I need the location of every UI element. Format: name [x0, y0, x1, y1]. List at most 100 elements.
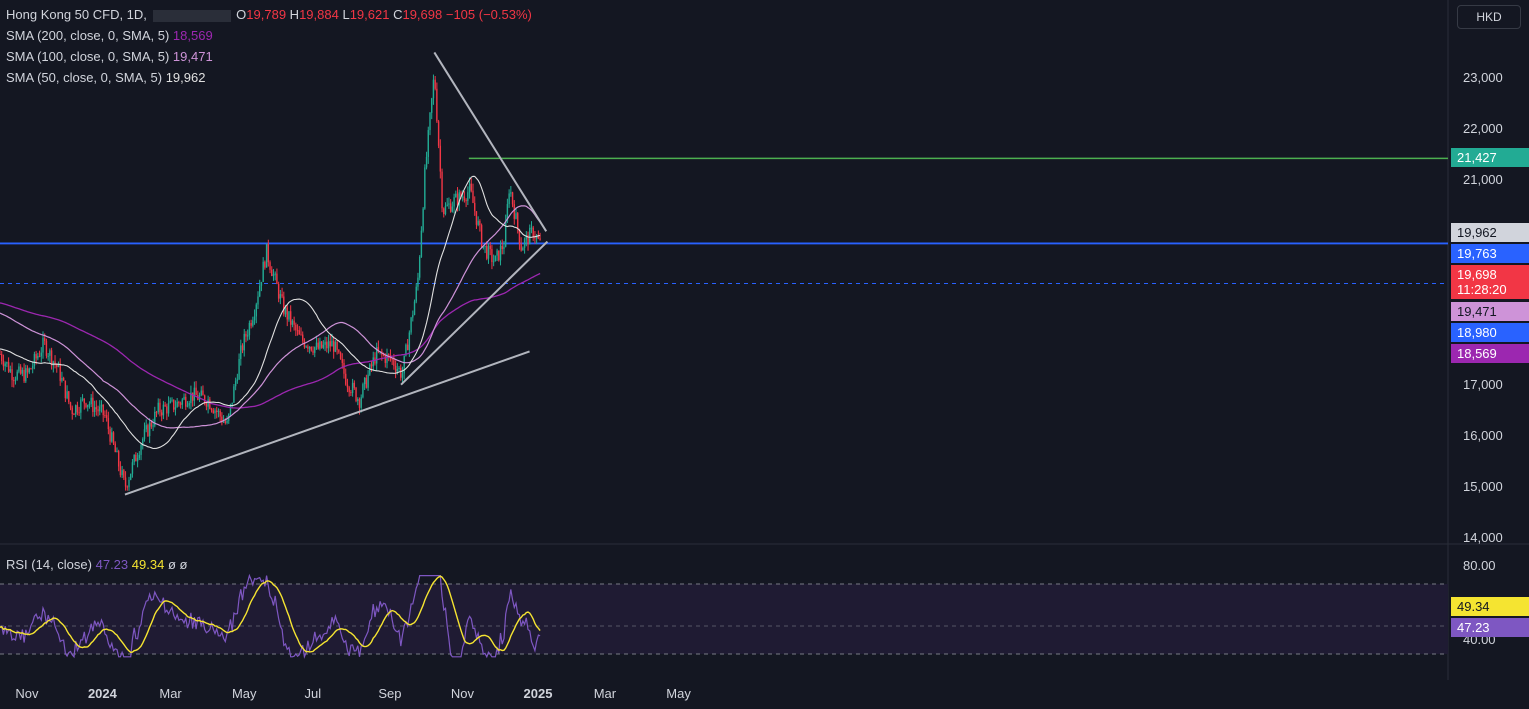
candle-body — [406, 344, 409, 351]
candle-body — [312, 350, 314, 353]
candle-body — [413, 301, 416, 315]
rsi-legend[interactable]: RSI (14, close) 47.23 49.34 ø ø — [6, 557, 187, 572]
candle-body — [408, 332, 411, 351]
candle-body — [386, 354, 388, 363]
candle-body — [269, 262, 271, 270]
symbol-title[interactable]: Hong Kong 50 CFD, 1D, — [6, 7, 147, 22]
candle-body — [501, 245, 503, 249]
candle-body — [265, 243, 268, 268]
candle-body — [2, 360, 5, 367]
candle-body — [300, 334, 302, 336]
sma200-value: 18,569 — [172, 28, 213, 43]
horizontal-levels — [0, 157, 1448, 284]
candle-body — [87, 404, 89, 408]
candle-body — [11, 369, 13, 381]
candle-body — [348, 387, 350, 393]
candle-body — [465, 200, 467, 202]
candle-body — [308, 346, 311, 349]
candle-body — [188, 403, 190, 406]
candle-body — [147, 425, 149, 437]
candle-body — [360, 397, 362, 408]
candle-body — [62, 377, 65, 381]
candle-body — [535, 235, 538, 239]
candle-body — [307, 346, 309, 349]
candle-body — [21, 369, 24, 374]
candle-body — [0, 354, 1, 355]
candle-body — [525, 235, 528, 240]
candle-body — [267, 243, 270, 263]
candle-body — [463, 196, 466, 201]
trendlines[interactable] — [124, 51, 549, 496]
candle-body — [341, 358, 343, 363]
candle-body — [345, 373, 347, 385]
candle-body — [398, 367, 400, 370]
candle-body — [140, 444, 142, 455]
candle-body — [174, 407, 177, 410]
low-key: L — [342, 7, 350, 22]
candle-body — [271, 269, 273, 276]
candle-body — [81, 398, 84, 400]
candle-body — [183, 396, 185, 400]
sma100-label: SMA (100, close, 0, SMA, 5) — [6, 49, 170, 64]
candle-body — [128, 479, 130, 488]
candle-body — [272, 274, 275, 276]
candle-body — [133, 454, 135, 463]
candle-body — [467, 192, 469, 201]
price-badge: 19,962 — [1451, 223, 1529, 243]
candle-body — [166, 406, 168, 414]
candle-body — [522, 247, 524, 251]
rsi-badge: 47.23 — [1451, 618, 1529, 637]
candle-body — [382, 354, 385, 356]
candle-body — [186, 405, 189, 407]
candle-body — [281, 294, 283, 297]
candle-body — [209, 399, 211, 409]
candle-body — [510, 192, 512, 194]
candle-body — [193, 387, 196, 401]
candle-body — [439, 145, 442, 172]
sma50-value: 19,962 — [165, 70, 206, 85]
candle-body — [532, 227, 534, 238]
trendline-3 — [433, 51, 548, 232]
sma200-label: SMA (200, close, 0, SMA, 5) — [6, 28, 170, 43]
currency-button[interactable]: HKD — [1457, 5, 1521, 29]
candle-body — [88, 404, 91, 406]
candle-body — [451, 206, 454, 212]
candle-body — [30, 368, 32, 370]
candle-body — [111, 432, 113, 442]
candle-body — [23, 369, 25, 382]
candle-body — [85, 403, 87, 408]
candle-body — [64, 380, 67, 399]
sma50-legend[interactable]: SMA (50, close, 0, SMA, 5) 19,962 — [6, 70, 205, 85]
candle-body — [9, 369, 12, 372]
candle-body — [420, 230, 423, 257]
trendline-1 — [124, 350, 530, 496]
candle-body — [444, 205, 447, 215]
candle-body — [334, 341, 337, 352]
close-value: 19,698 — [402, 7, 443, 22]
candle-body — [289, 311, 292, 325]
candle-body — [410, 317, 412, 333]
candle-body — [74, 405, 77, 415]
candle-body — [534, 237, 536, 239]
candle-body — [329, 341, 331, 347]
sma100-legend[interactable]: SMA (100, close, 0, SMA, 5) 19,471 — [6, 49, 213, 64]
price-badge: 19,698 11:28:20 — [1451, 265, 1529, 300]
candle-body — [339, 352, 342, 359]
rsi-background — [0, 584, 1448, 654]
candle-body — [424, 167, 426, 209]
sma200-legend[interactable]: SMA (200, close, 0, SMA, 5) 18,569 — [6, 28, 213, 43]
candle-body — [117, 451, 120, 467]
low-value: 19,621 — [349, 7, 390, 22]
trendline-2 — [400, 240, 549, 386]
candle-body — [7, 362, 10, 372]
rsi-ma-badge: 49.34 — [1451, 597, 1529, 616]
candle-body — [97, 409, 99, 412]
candle-body — [80, 399, 82, 413]
candle-body — [357, 399, 359, 401]
candle-body — [100, 404, 103, 407]
candle-body — [327, 341, 330, 349]
candle-body — [123, 470, 125, 478]
candle-body — [358, 399, 361, 408]
candle-body — [259, 285, 261, 297]
